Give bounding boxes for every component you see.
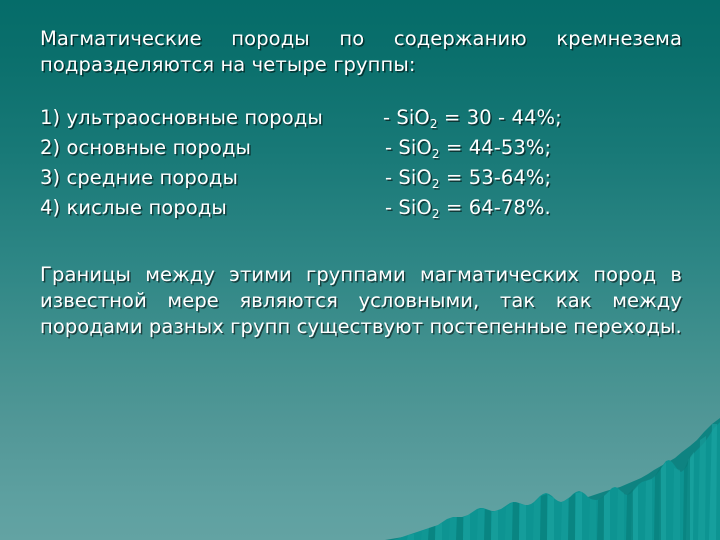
group-label: 3) средние породы (40, 166, 238, 189)
formula-subscript: 2 (431, 176, 440, 191)
formula-prefix: - SiO (383, 106, 430, 129)
spacer-after-intro (40, 78, 682, 108)
conclusion-paragraph: Границы между этими группами магматическ… (40, 263, 682, 338)
mountain-ridge-main (393, 422, 720, 540)
group-label: 2) основные породы (40, 136, 252, 159)
mountain-ridge-back (385, 418, 720, 540)
formula-value: = 44-53%; (439, 136, 552, 159)
group-label: 4) кислые породы (40, 196, 227, 219)
formula-subscript: 2 (431, 146, 440, 161)
group-formula: - SiO2 = 64-78%. (385, 196, 551, 221)
spacer-after-list (40, 228, 682, 262)
list-item: 3) средние породы - SiO2 = 53-64%; (40, 168, 682, 198)
formula-value: = 30 - 44%; (437, 106, 562, 129)
list-item: 1) ультраосновные породы - SiO2 = 30 - 4… (40, 108, 682, 138)
list-item: 4) кислые породы - SiO2 = 64-78%. (40, 198, 682, 228)
mountain-shadows (428, 456, 690, 540)
formula-subscript: 2 (431, 206, 440, 221)
group-formula: - SiO2 = 44-53%; (385, 136, 552, 161)
formula-prefix: - SiO (385, 166, 432, 189)
rock-groups-list: 1) ультраосновные породы - SiO2 = 30 - 4… (40, 108, 682, 228)
formula-prefix: - SiO (385, 196, 432, 219)
group-formula: - SiO2 = 30 - 44%; (383, 106, 562, 131)
mountain-striations (407, 424, 717, 540)
formula-subscript: 2 (429, 116, 438, 131)
group-label: 1) ультраосновные породы (40, 106, 323, 129)
list-item: 2) основные породы - SiO2 = 44-53%; (40, 138, 682, 168)
formula-prefix: - SiO (385, 136, 432, 159)
group-formula: - SiO2 = 53-64%; (385, 166, 552, 191)
formula-value: = 53-64%; (439, 166, 552, 189)
slide-text-content: Магматические породы по содержанию кремн… (40, 26, 682, 340)
intro-paragraph: Магматические породы по содержанию кремн… (40, 27, 682, 76)
formula-value: = 64-78%. (439, 196, 551, 219)
